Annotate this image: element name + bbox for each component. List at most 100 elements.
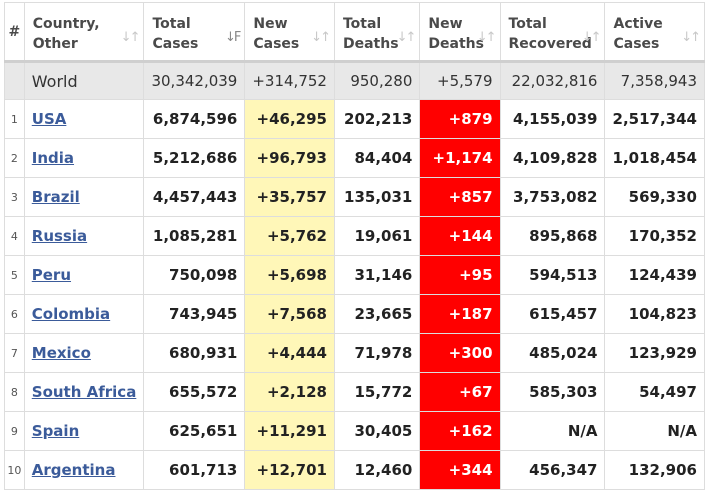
header-new-cases[interactable]: New Cases ↓↑ (244, 2, 335, 63)
new-cases-cell: +11,291 (244, 411, 335, 451)
active-cases-cell: 170,352 (604, 216, 705, 256)
active-cases-cell: 104,823 (604, 294, 705, 334)
header-total-recovered-line2: Recovered (508, 36, 592, 52)
active-cases-cell: 123,929 (604, 333, 705, 373)
active-cases-cell: 7,358,943 (604, 61, 705, 100)
new-cases-cell: +2,128 (244, 372, 335, 412)
total-recovered-cell: 594,513 (499, 255, 606, 295)
header-total-cases[interactable]: Total Cases ↓F (143, 2, 246, 63)
header-active-cases[interactable]: Active Cases ↓↑ (604, 2, 705, 63)
total-cases-cell: 30,342,039 (143, 61, 246, 100)
total-recovered-cell: 456,347 (499, 450, 606, 490)
total-recovered-cell: 895,868 (499, 216, 606, 256)
total-deaths-cell: 71,978 (333, 333, 421, 373)
new-cases-cell: +314,752 (244, 61, 335, 100)
rank-cell: 2 (4, 138, 25, 178)
sort-icon[interactable]: ↓↑ (476, 30, 497, 45)
total-recovered-cell: 615,457 (499, 294, 606, 334)
sort-icon[interactable]: ↓↑ (581, 30, 602, 45)
header-new-deaths-line2: Deaths (428, 36, 484, 52)
country-link[interactable]: India (31, 149, 75, 167)
new-cases-cell: +46,295 (244, 99, 335, 139)
header-new-deaths[interactable]: New Deaths ↓↑ (419, 2, 501, 63)
rank-cell: 3 (4, 177, 25, 217)
table-row: 3 Brazil 4,457,443 +35,757 135,031 +857 … (4, 177, 705, 217)
total-cases-cell: 743,945 (143, 294, 246, 334)
active-cases-cell: 132,906 (604, 450, 705, 490)
country-link[interactable]: Spain (31, 422, 80, 440)
country-link[interactable]: Argentina (31, 461, 116, 479)
total-cases-cell: 5,212,686 (143, 138, 246, 178)
sort-icon[interactable]: ↓↑ (311, 30, 331, 45)
rank-cell: 4 (4, 216, 25, 256)
sort-icon[interactable]: ↓↑ (120, 30, 141, 45)
header-row: # Country, Other ↓↑ Total Cases ↓F New C… (4, 2, 705, 63)
header-active-cases-line1: Active (613, 16, 663, 32)
active-cases-cell: 1,018,454 (604, 138, 705, 178)
header-total-deaths-line1: Total (342, 16, 382, 32)
rank-cell: 7 (4, 333, 25, 373)
country-cell: Russia (23, 216, 145, 256)
total-deaths-cell: 84,404 (333, 138, 421, 178)
total-recovered-cell: 4,109,828 (499, 138, 606, 178)
country-cell: Spain (23, 411, 145, 451)
header-country-line1: Country, (32, 16, 100, 32)
country-link[interactable]: Mexico (31, 344, 91, 362)
country-link[interactable]: Brazil (31, 188, 80, 206)
new-deaths-cell: +879 (419, 99, 501, 139)
rank-cell (4, 61, 25, 100)
header-total-deaths[interactable]: Total Deaths ↓↑ (333, 2, 421, 63)
table-row: 4 Russia 1,085,281 +5,762 19,061 +144 89… (4, 216, 705, 256)
new-cases-cell: +5,698 (244, 255, 335, 295)
rank-cell: 9 (4, 411, 25, 451)
country-cell: World (23, 61, 145, 100)
table-row: 10 Argentina 601,713 +12,701 12,460 +344… (4, 450, 705, 490)
rank-cell: 5 (4, 255, 25, 295)
header-total-deaths-line2: Deaths (342, 36, 399, 52)
active-cases-cell: 2,517,344 (604, 99, 705, 139)
header-new-deaths-line1: New (428, 16, 463, 32)
sort-icon[interactable]: ↓↑ (396, 30, 417, 45)
total-cases-cell: 750,098 (143, 255, 246, 295)
new-cases-cell: +5,762 (244, 216, 335, 256)
total-recovered-cell: 485,024 (499, 333, 606, 373)
sort-desc-icon[interactable]: ↓F (224, 30, 241, 45)
new-deaths-cell: +857 (419, 177, 501, 217)
new-deaths-cell: +1,174 (419, 138, 501, 178)
country-link[interactable]: USA (31, 110, 67, 128)
rank-cell: 10 (4, 450, 25, 490)
total-cases-cell: 601,713 (143, 450, 246, 490)
rank-cell: 8 (4, 372, 25, 412)
new-deaths-cell: +95 (419, 255, 501, 295)
header-total-recovered[interactable]: Total Recovered ↓↑ (499, 2, 606, 63)
country-link[interactable]: Russia (31, 227, 88, 245)
header-rank: # (4, 2, 25, 63)
country-cell: Peru (23, 255, 145, 295)
header-new-cases-line1: New (253, 16, 288, 32)
new-deaths-cell: +144 (419, 216, 501, 256)
table-row: 1 USA 6,874,596 +46,295 202,213 +879 4,1… (4, 99, 705, 139)
total-recovered-cell: 3,753,082 (499, 177, 606, 217)
total-deaths-cell: 950,280 (333, 61, 421, 100)
table-row: 5 Peru 750,098 +5,698 31,146 +95 594,513… (4, 255, 705, 295)
active-cases-cell: 54,497 (604, 372, 705, 412)
country-link[interactable]: Peru (31, 266, 72, 284)
total-deaths-cell: 30,405 (333, 411, 421, 451)
header-new-cases-line2: Cases (253, 36, 300, 52)
country-link[interactable]: Colombia (31, 305, 111, 323)
header-country[interactable]: Country, Other ↓↑ (23, 2, 145, 63)
country-cell: Colombia (23, 294, 145, 334)
header-rank-label: # (8, 24, 21, 40)
total-cases-cell: 625,651 (143, 411, 246, 451)
total-deaths-cell: 23,665 (333, 294, 421, 334)
table-row: 2 India 5,212,686 +96,793 84,404 +1,174 … (4, 138, 705, 178)
sort-icon[interactable]: ↓↑ (681, 30, 701, 45)
country-cell: Brazil (23, 177, 145, 217)
table-row: 7 Mexico 680,931 +4,444 71,978 +300 485,… (4, 333, 705, 373)
country-link[interactable]: South Africa (31, 383, 137, 401)
total-cases-cell: 680,931 (143, 333, 246, 373)
total-deaths-cell: 202,213 (333, 99, 421, 139)
total-recovered-cell: 585,303 (499, 372, 606, 412)
table-row: 8 South Africa 655,572 +2,128 15,772 +67… (4, 372, 705, 412)
total-deaths-cell: 12,460 (333, 450, 421, 490)
